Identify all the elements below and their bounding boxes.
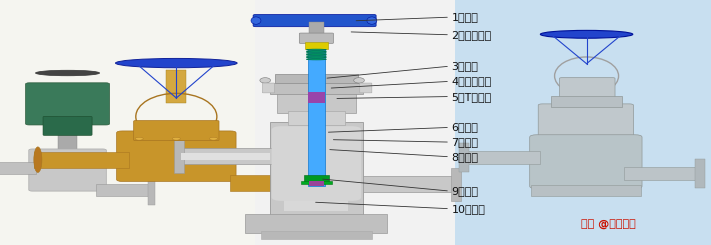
FancyBboxPatch shape [360,83,372,93]
Ellipse shape [354,78,364,83]
FancyBboxPatch shape [308,47,325,186]
Ellipse shape [210,137,218,140]
FancyBboxPatch shape [301,181,332,184]
Ellipse shape [34,147,42,172]
Text: 8、垫片: 8、垫片 [451,152,479,162]
FancyBboxPatch shape [262,83,274,93]
Ellipse shape [306,49,326,50]
Ellipse shape [260,78,270,83]
FancyBboxPatch shape [288,111,345,125]
FancyBboxPatch shape [253,14,376,27]
FancyBboxPatch shape [148,177,155,205]
FancyBboxPatch shape [34,151,129,168]
Text: 7、阀盖: 7、阀盖 [451,137,479,147]
Ellipse shape [324,170,332,196]
Ellipse shape [306,55,326,57]
FancyBboxPatch shape [305,42,328,49]
Ellipse shape [306,59,326,60]
Text: 1、手轮: 1、手轮 [451,12,479,22]
FancyBboxPatch shape [28,149,107,191]
Text: 9、阀瓣: 9、阀瓣 [451,186,479,196]
FancyBboxPatch shape [178,148,274,164]
FancyBboxPatch shape [530,135,642,189]
FancyBboxPatch shape [255,0,455,245]
FancyBboxPatch shape [284,127,348,211]
FancyBboxPatch shape [117,131,236,181]
Ellipse shape [306,52,326,54]
Text: 头条 @暖通南社: 头条 @暖通南社 [581,220,636,230]
FancyBboxPatch shape [551,96,622,107]
FancyBboxPatch shape [451,168,461,201]
FancyBboxPatch shape [531,185,641,196]
Ellipse shape [367,17,377,24]
Text: 3、阀杆: 3、阀杆 [451,61,479,71]
Ellipse shape [306,54,326,55]
FancyBboxPatch shape [270,122,363,216]
FancyBboxPatch shape [0,162,36,174]
Text: 4、填料压盖: 4、填料压盖 [451,76,492,86]
FancyBboxPatch shape [245,214,387,233]
Text: 2、阀杆螺母: 2、阀杆螺母 [451,30,492,40]
FancyBboxPatch shape [363,176,455,192]
FancyBboxPatch shape [308,92,325,103]
Text: 10、阀体: 10、阀体 [451,204,486,214]
Ellipse shape [540,30,633,38]
FancyBboxPatch shape [275,74,358,83]
FancyBboxPatch shape [97,184,148,196]
FancyBboxPatch shape [134,121,219,141]
Text: 6、填料: 6、填料 [451,122,479,132]
FancyBboxPatch shape [304,175,329,183]
FancyBboxPatch shape [58,117,77,157]
Ellipse shape [135,137,143,140]
FancyBboxPatch shape [459,143,469,172]
Ellipse shape [251,17,261,24]
FancyBboxPatch shape [272,126,361,201]
Ellipse shape [306,51,326,52]
FancyBboxPatch shape [43,116,92,135]
FancyBboxPatch shape [166,70,186,103]
FancyBboxPatch shape [299,33,333,43]
FancyBboxPatch shape [462,151,540,164]
FancyBboxPatch shape [230,175,325,191]
FancyBboxPatch shape [181,153,270,160]
FancyBboxPatch shape [309,181,324,186]
FancyBboxPatch shape [261,231,372,239]
FancyBboxPatch shape [309,22,324,36]
FancyBboxPatch shape [560,78,615,99]
FancyBboxPatch shape [538,104,634,144]
FancyBboxPatch shape [277,92,356,113]
Ellipse shape [36,70,100,76]
Ellipse shape [172,137,181,140]
FancyBboxPatch shape [695,159,705,188]
FancyBboxPatch shape [174,140,184,173]
FancyBboxPatch shape [624,167,698,180]
Ellipse shape [306,57,326,58]
Ellipse shape [115,59,237,68]
FancyBboxPatch shape [0,0,255,245]
FancyBboxPatch shape [26,83,109,125]
Text: 5、T形螺栓: 5、T形螺栓 [451,92,492,101]
FancyBboxPatch shape [270,83,363,94]
